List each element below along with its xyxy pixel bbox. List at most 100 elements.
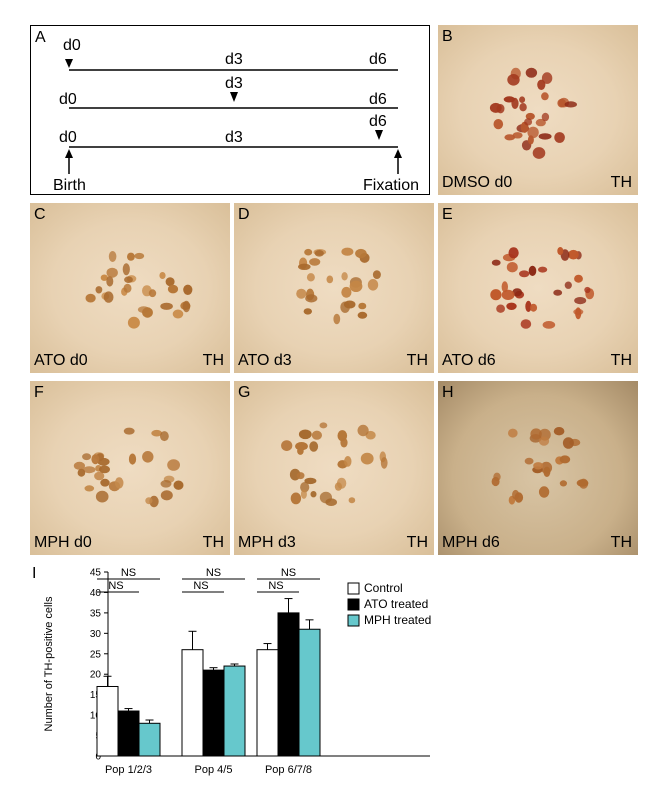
stained-cell xyxy=(538,436,550,446)
stained-cell xyxy=(151,429,163,437)
significance-label: NS xyxy=(193,580,208,592)
stained-cell xyxy=(127,316,140,329)
stained-cell xyxy=(100,274,108,281)
stained-cell xyxy=(562,437,574,449)
stained-cell xyxy=(491,476,500,487)
significance-label: NS xyxy=(281,567,296,579)
cell-cluster xyxy=(85,251,193,329)
stained-cell xyxy=(512,288,523,297)
stained-cell xyxy=(325,498,337,506)
stained-cell xyxy=(337,430,348,442)
row3-end-label: d6 xyxy=(369,113,387,130)
panel-i-letter: I xyxy=(32,565,36,582)
stained-cell xyxy=(303,308,312,315)
stained-cell xyxy=(524,118,533,126)
stained-cell xyxy=(134,252,145,260)
stained-cell xyxy=(160,480,172,488)
stained-cell xyxy=(173,480,184,490)
stained-cell xyxy=(94,471,105,481)
stained-cell xyxy=(103,291,114,303)
stain-label: TH xyxy=(610,534,632,551)
stained-cell xyxy=(537,79,546,90)
stained-cell xyxy=(100,478,110,487)
cell-cluster xyxy=(491,427,589,505)
micrograph-ato-d6: E ATO d6 TH xyxy=(438,203,638,373)
panel-letter: E xyxy=(442,206,453,223)
stained-cell xyxy=(525,67,538,78)
stained-cell xyxy=(137,306,150,313)
stained-cell xyxy=(333,313,341,325)
stained-cell xyxy=(114,477,124,489)
stained-cell xyxy=(108,251,117,262)
stained-cell xyxy=(305,294,318,303)
panel-letter: C xyxy=(34,206,46,223)
row1-start-label: d0 xyxy=(63,37,81,54)
stained-cell xyxy=(334,482,342,491)
row3-arrowhead xyxy=(375,130,383,140)
cell-cluster xyxy=(489,67,577,159)
stained-cell xyxy=(142,451,154,463)
stained-cell xyxy=(525,300,532,312)
condition-label: ATO d3 xyxy=(238,352,292,369)
stained-cell xyxy=(527,135,534,145)
panel-i-chart: I 051015202530354045Number of TH-positiv… xyxy=(30,562,650,792)
stained-cell xyxy=(491,259,501,266)
stained-cell xyxy=(504,134,516,141)
stained-cell xyxy=(340,301,350,313)
stained-cell xyxy=(535,118,546,127)
stained-cell xyxy=(584,286,591,294)
panel-letter: H xyxy=(442,384,454,401)
stained-cell xyxy=(357,424,369,437)
stained-cell xyxy=(319,422,328,429)
legend-swatch xyxy=(347,598,360,611)
stained-cell xyxy=(355,248,367,259)
stain-label: TH xyxy=(610,174,632,191)
stained-cell xyxy=(95,286,103,294)
stained-cell xyxy=(296,288,307,299)
row1-end-label: d6 xyxy=(369,51,387,68)
stained-cell xyxy=(341,286,352,298)
significance-label: NS xyxy=(206,567,221,579)
stained-cell xyxy=(172,309,184,319)
stained-cell xyxy=(309,258,321,266)
stained-cell xyxy=(295,442,308,451)
panel-letter: B xyxy=(442,28,453,45)
legend-swatch xyxy=(347,582,360,595)
panel-letter: G xyxy=(238,384,251,401)
stained-cell xyxy=(538,266,548,273)
legend-label: ATO treated xyxy=(364,597,428,611)
panel-letter: F xyxy=(34,384,44,401)
bar-mph-treated xyxy=(138,722,161,757)
stained-cell xyxy=(496,304,505,313)
stained-cell xyxy=(145,497,153,505)
condition-label: MPH d3 xyxy=(238,534,296,551)
stained-cell xyxy=(507,74,520,86)
stain-label: TH xyxy=(406,534,428,551)
stained-cell xyxy=(310,491,317,498)
row3-mid-label: d3 xyxy=(225,129,243,146)
stained-cell xyxy=(296,472,305,480)
cell-cluster xyxy=(281,422,388,506)
stained-cell xyxy=(106,276,114,287)
significance-label: NS xyxy=(268,580,283,592)
micrograph-ato-d3: D ATO d3 TH xyxy=(234,203,434,373)
micrograph-dmso-d0: B DMSO d0 TH xyxy=(438,25,638,195)
bar-mph-treated xyxy=(298,628,321,757)
stained-cell xyxy=(73,461,85,470)
stained-cell xyxy=(82,466,96,474)
birth-arrowhead xyxy=(65,149,73,158)
stained-cell xyxy=(489,102,502,113)
y-tick-label: 20 xyxy=(90,670,102,681)
stained-cell xyxy=(290,492,302,505)
stained-cell xyxy=(528,265,537,276)
y-tick-label: 25 xyxy=(90,649,102,660)
stained-cell xyxy=(501,289,515,300)
stained-cell xyxy=(574,297,587,305)
stained-cell xyxy=(349,280,363,292)
cell-cluster xyxy=(490,247,595,329)
stained-cell xyxy=(165,277,175,287)
y-tick-label: 45 xyxy=(90,568,102,579)
row1-mid-label: d3 xyxy=(225,51,243,68)
bar-control xyxy=(96,685,119,757)
micrograph-mph-d3: G MPH d3 TH xyxy=(234,381,434,555)
